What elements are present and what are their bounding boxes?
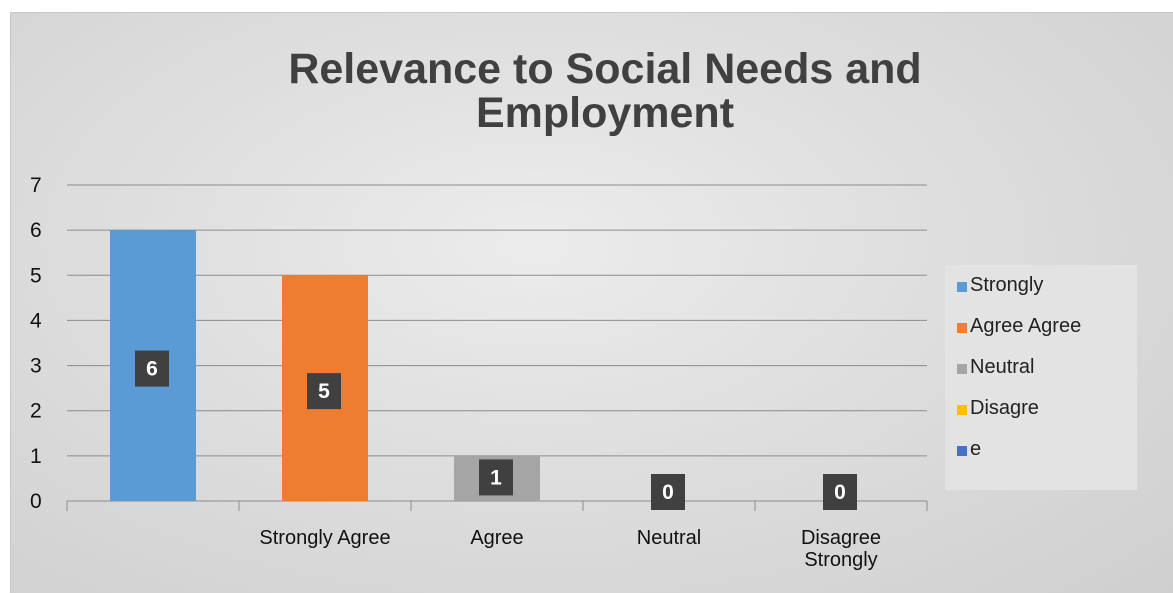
legend-item: Agree Agree	[957, 315, 1081, 338]
x-category-label: Neutral	[637, 527, 701, 549]
legend-item: Neutral	[957, 356, 1034, 379]
y-tick-label: 5	[30, 264, 42, 287]
legend-label: Neutral	[970, 356, 1035, 378]
data-label-box	[307, 373, 341, 410]
data-label-box	[823, 474, 857, 510]
legend-label: e	[970, 438, 982, 460]
legend-label: Strongly	[970, 274, 1044, 296]
data-label: 0	[834, 481, 846, 504]
y-tick-label: 7	[30, 174, 42, 197]
y-tick-label: 3	[30, 355, 42, 378]
legend-item: Disagre	[957, 397, 1039, 420]
legend-swatch	[957, 364, 967, 374]
data-label: 1	[490, 466, 502, 489]
legend-swatch	[957, 405, 967, 415]
x-category-label: Disagree	[801, 527, 881, 549]
chart-title: Relevance to Social Needs and Employment	[10, 47, 1173, 135]
chart-title-line-1: Relevance to Social Needs and	[288, 45, 922, 93]
data-label-box	[651, 474, 685, 510]
data-label: 6	[146, 358, 158, 381]
legend: Strongly Agree Agree Neutral Disagre e	[945, 265, 1137, 490]
legend-swatch	[957, 282, 967, 292]
y-tick-label: 1	[30, 445, 42, 468]
x-category-label: Strongly	[804, 549, 877, 571]
x-category-label: Strongly Agree	[259, 527, 390, 549]
legend-label: Agree Agree	[970, 315, 1082, 337]
y-tick-label: 6	[30, 219, 42, 242]
legend-swatch	[957, 323, 967, 333]
data-label-box	[135, 350, 169, 387]
y-tick-label: 4	[30, 309, 42, 332]
legend-item: e	[957, 438, 981, 461]
legend-item: Strongly	[957, 274, 1043, 297]
x-category-label: Agree	[470, 527, 523, 549]
chart-title-line-2: Employment	[475, 89, 735, 137]
y-tick-label: 2	[30, 400, 42, 423]
legend-swatch	[957, 446, 967, 456]
data-label-box	[479, 459, 513, 496]
data-label: 5	[318, 380, 330, 403]
y-tick-label: 0	[30, 490, 42, 513]
legend-label: Disagre	[970, 397, 1039, 419]
data-label: 0	[662, 481, 674, 504]
